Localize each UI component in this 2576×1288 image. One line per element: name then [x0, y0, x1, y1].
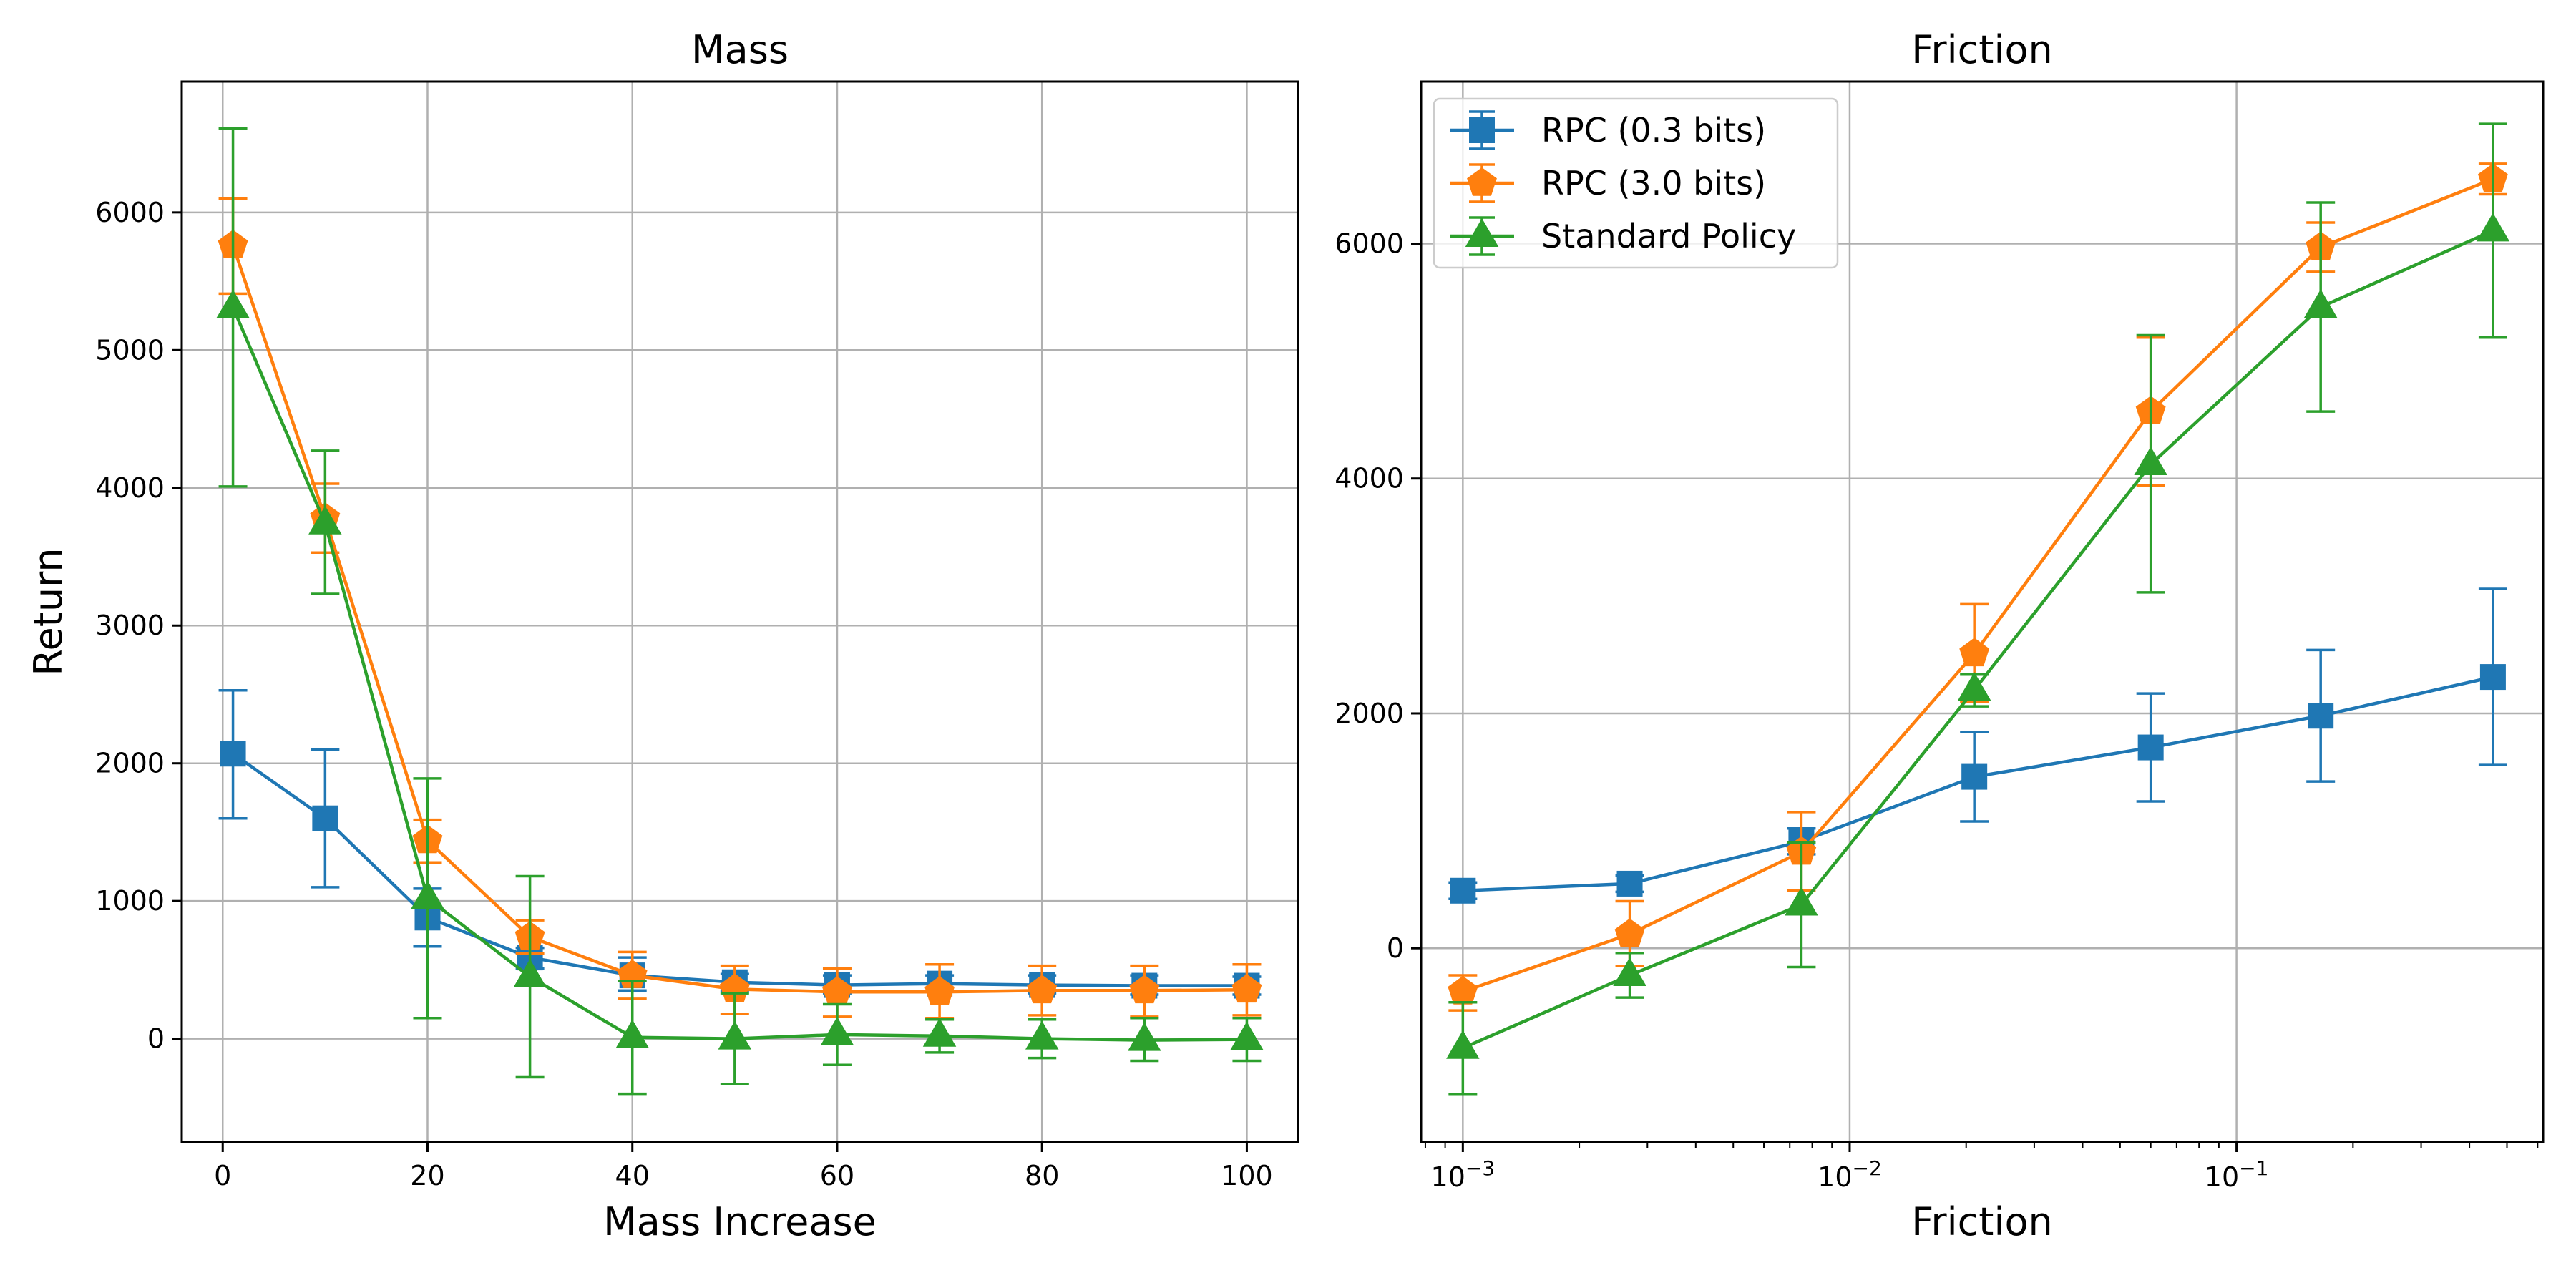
- data-point: [1230, 1021, 1264, 1050]
- mass-grid: [182, 82, 1298, 1142]
- data-point: [922, 1018, 957, 1047]
- legend-symbol: [1450, 216, 1514, 256]
- data-point: [1446, 1030, 1480, 1059]
- friction-series: [1446, 122, 2510, 1096]
- data-point: [2137, 734, 2164, 761]
- x-tick-label-exponent: −1: [2239, 1156, 2268, 1180]
- data-point: [1448, 975, 1478, 1005]
- x-tick-label-exponent: −2: [1853, 1156, 1882, 1180]
- y-tick-label: 4000: [1335, 463, 1404, 494]
- data-point: [1025, 1020, 1059, 1050]
- y-tick-label: 1000: [95, 885, 165, 917]
- x-tick-label: 10−3: [1431, 1156, 1496, 1193]
- x-tick-label: 60: [820, 1160, 854, 1191]
- data-point: [1785, 887, 1818, 916]
- legend-symbol: [1450, 163, 1514, 203]
- data-point: [1613, 957, 1646, 986]
- x-tick-label: 100: [1221, 1160, 1273, 1191]
- y-tick-label: 2000: [1335, 698, 1404, 729]
- mass-y-axis-label: Return: [26, 547, 71, 675]
- data-point: [1231, 974, 1262, 1003]
- mass-plot-frame: [180, 80, 1299, 1143]
- data-point: [2479, 664, 2506, 691]
- data-point: [220, 741, 246, 767]
- data-point: [1129, 975, 1160, 1004]
- legend-symbol: [1450, 110, 1514, 150]
- y-tick-label: 4000: [95, 472, 165, 504]
- friction-plot-frame: [1420, 80, 2545, 1143]
- y-tick-label: 6000: [95, 197, 165, 228]
- data-point: [1957, 672, 1991, 701]
- y-tick-label: 5000: [95, 334, 165, 366]
- data-point: [1128, 1022, 1161, 1051]
- data-point: [718, 1020, 752, 1050]
- legend-box: [1433, 97, 1839, 269]
- mass-x-axis-label: Mass Increase: [603, 1199, 877, 1244]
- y-tick-label: 0: [147, 1023, 165, 1055]
- x-tick-label: 40: [615, 1160, 650, 1191]
- data-point: [1450, 877, 1476, 904]
- data-point: [820, 1016, 854, 1045]
- data-point: [2308, 703, 2334, 729]
- x-tick-label-exponent: −3: [1465, 1156, 1495, 1180]
- y-tick-label: 3000: [95, 610, 165, 641]
- friction-chart-title: Friction: [1911, 27, 2052, 72]
- data-point: [615, 1019, 649, 1048]
- mass-chart-title: Mass: [691, 27, 789, 72]
- legend-label: RPC (0.3 bits): [1541, 111, 1766, 150]
- data-point: [1961, 763, 1988, 790]
- x-tick-label: 0: [214, 1160, 231, 1191]
- data-point: [2476, 213, 2510, 242]
- y-tick-label: 0: [1387, 932, 1404, 964]
- data-point: [216, 289, 250, 318]
- x-tick-label: 10−2: [1818, 1156, 1882, 1193]
- friction-x-axis-label: Friction: [1911, 1199, 2052, 1244]
- x-tick-label: 20: [410, 1160, 444, 1191]
- data-point: [411, 880, 444, 909]
- x-tick-label-base: 10: [2205, 1161, 2239, 1193]
- legend-entry-standard-policy: Standard Policy: [1450, 216, 1796, 256]
- data-point: [312, 805, 338, 831]
- series-standard-policy: [1446, 122, 2510, 1096]
- y-tick-label: 2000: [95, 748, 165, 779]
- y-tick-label: 6000: [1335, 228, 1404, 259]
- data-point: [822, 976, 852, 1005]
- data-point: [513, 959, 547, 987]
- data-point: [1027, 975, 1058, 1004]
- x-tick-label: 80: [1025, 1160, 1059, 1191]
- x-tick-label-base: 10: [1818, 1161, 1852, 1193]
- legend-marker: [1465, 218, 1499, 247]
- data-point: [1616, 870, 1643, 897]
- legend-label: RPC (3.0 bits): [1541, 164, 1766, 203]
- data-point: [308, 505, 342, 535]
- series-standard-policy: [216, 127, 1264, 1096]
- legend-label: Standard Policy: [1541, 217, 1796, 255]
- legend-marker: [1467, 167, 1497, 196]
- data-point: [924, 976, 955, 1005]
- data-point: [1614, 918, 1645, 947]
- data-point: [719, 973, 750, 1002]
- legend: RPC (0.3 bits) RPC (3.0 bits) Standard P…: [1433, 97, 1839, 269]
- mass-series: [216, 127, 1264, 1096]
- x-tick-label: 10−1: [2205, 1156, 2269, 1193]
- data-point: [2303, 289, 2338, 318]
- data-point: [2134, 447, 2167, 475]
- legend-entry-rpc-0-3-bits: RPC (0.3 bits): [1450, 110, 1766, 150]
- legend-marker: [1469, 117, 1495, 143]
- legend-entry-rpc-3-0-bits: RPC (3.0 bits): [1450, 163, 1766, 203]
- data-point: [1959, 638, 1990, 667]
- x-tick-label-base: 10: [1431, 1161, 1465, 1193]
